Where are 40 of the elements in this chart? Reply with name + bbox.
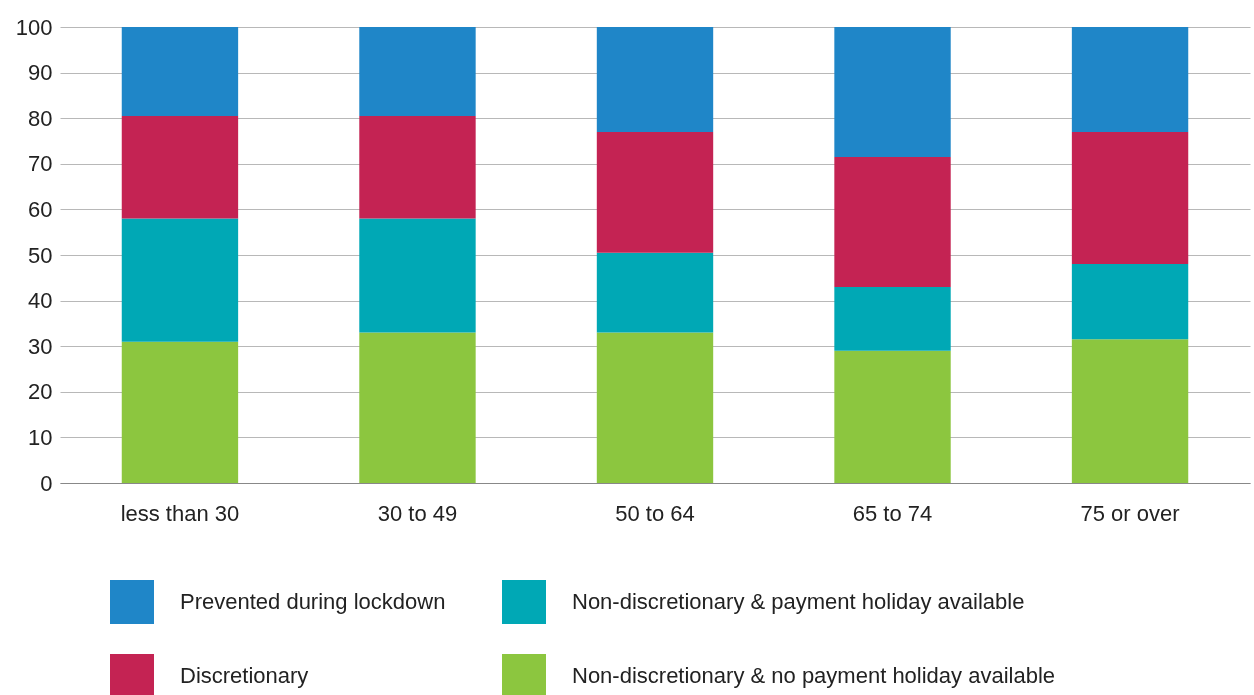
- bar: [834, 350, 951, 483]
- y-tick-label: 100: [15, 14, 53, 40]
- y-tick-label: 10: [28, 424, 53, 450]
- bar: [121, 218, 239, 342]
- bar: [834, 27, 951, 157]
- x-tick-label: less than 30: [120, 500, 240, 526]
- bar: [596, 332, 714, 483]
- y-tick-label: 20: [28, 379, 53, 405]
- y-tick-label: 0: [40, 470, 53, 496]
- bar: [121, 115, 239, 219]
- bar: [359, 332, 476, 483]
- bar: [359, 218, 476, 333]
- bar: [359, 115, 476, 219]
- legend-label: Discretionary: [180, 663, 309, 688]
- x-tick-label: 65 to 74: [852, 500, 933, 526]
- bar: [359, 27, 476, 116]
- bar: [596, 131, 714, 253]
- bar: [834, 156, 951, 287]
- legend-label: Non-discretionary & no payment holiday available: [572, 663, 1056, 688]
- y-tick-label: 90: [28, 60, 53, 86]
- bar: [121, 27, 239, 116]
- bar: [1071, 27, 1189, 132]
- x-tick-label: 30 to 49: [377, 500, 458, 526]
- y-tick-label: 80: [28, 105, 53, 131]
- legend-label: Prevented during lockdown: [180, 589, 446, 614]
- bar: [1071, 264, 1189, 340]
- bar: [1071, 339, 1189, 483]
- bar: [596, 27, 714, 132]
- bar: [121, 341, 239, 483]
- bar: [596, 252, 714, 333]
- y-tick-label: 30: [28, 333, 53, 359]
- legend-label: Non-discretionary & payment holiday available: [572, 589, 1025, 614]
- bar: [834, 286, 951, 351]
- y-tick-label: 50: [28, 242, 53, 268]
- x-tick-label: 50 to 64: [615, 500, 695, 526]
- bar: [1071, 131, 1189, 265]
- y-tick-label: 70: [28, 151, 53, 177]
- x-tick-label: 75 or over: [1080, 500, 1180, 526]
- y-tick-label: 40: [28, 288, 53, 314]
- y-tick-label: 60: [28, 196, 53, 222]
